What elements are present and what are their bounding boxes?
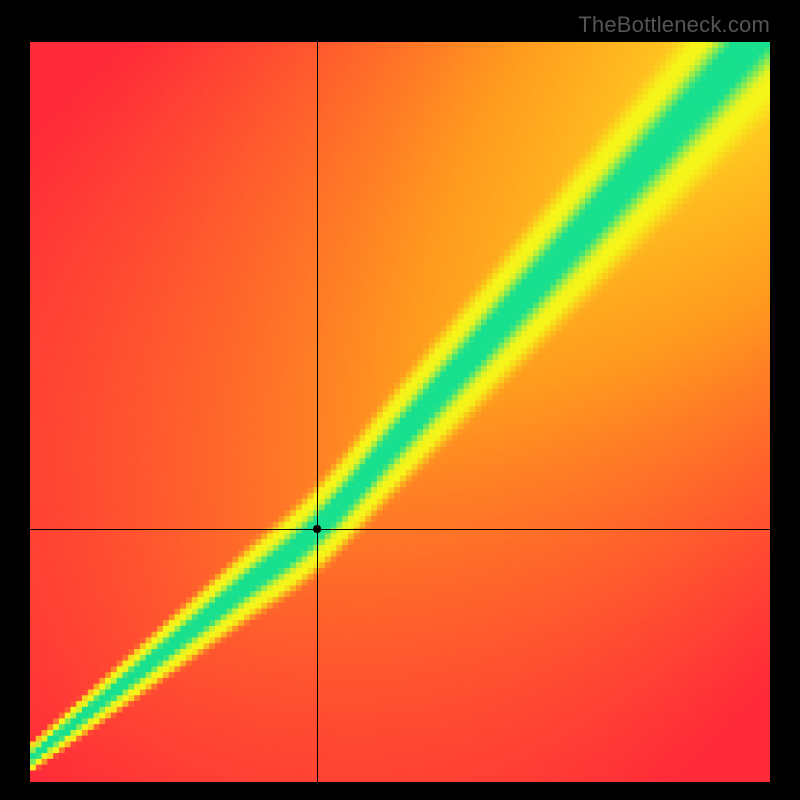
heatmap-canvas (30, 42, 770, 782)
watermark-label: TheBottleneck.com (578, 12, 770, 38)
bottleneck-heatmap (30, 42, 770, 782)
